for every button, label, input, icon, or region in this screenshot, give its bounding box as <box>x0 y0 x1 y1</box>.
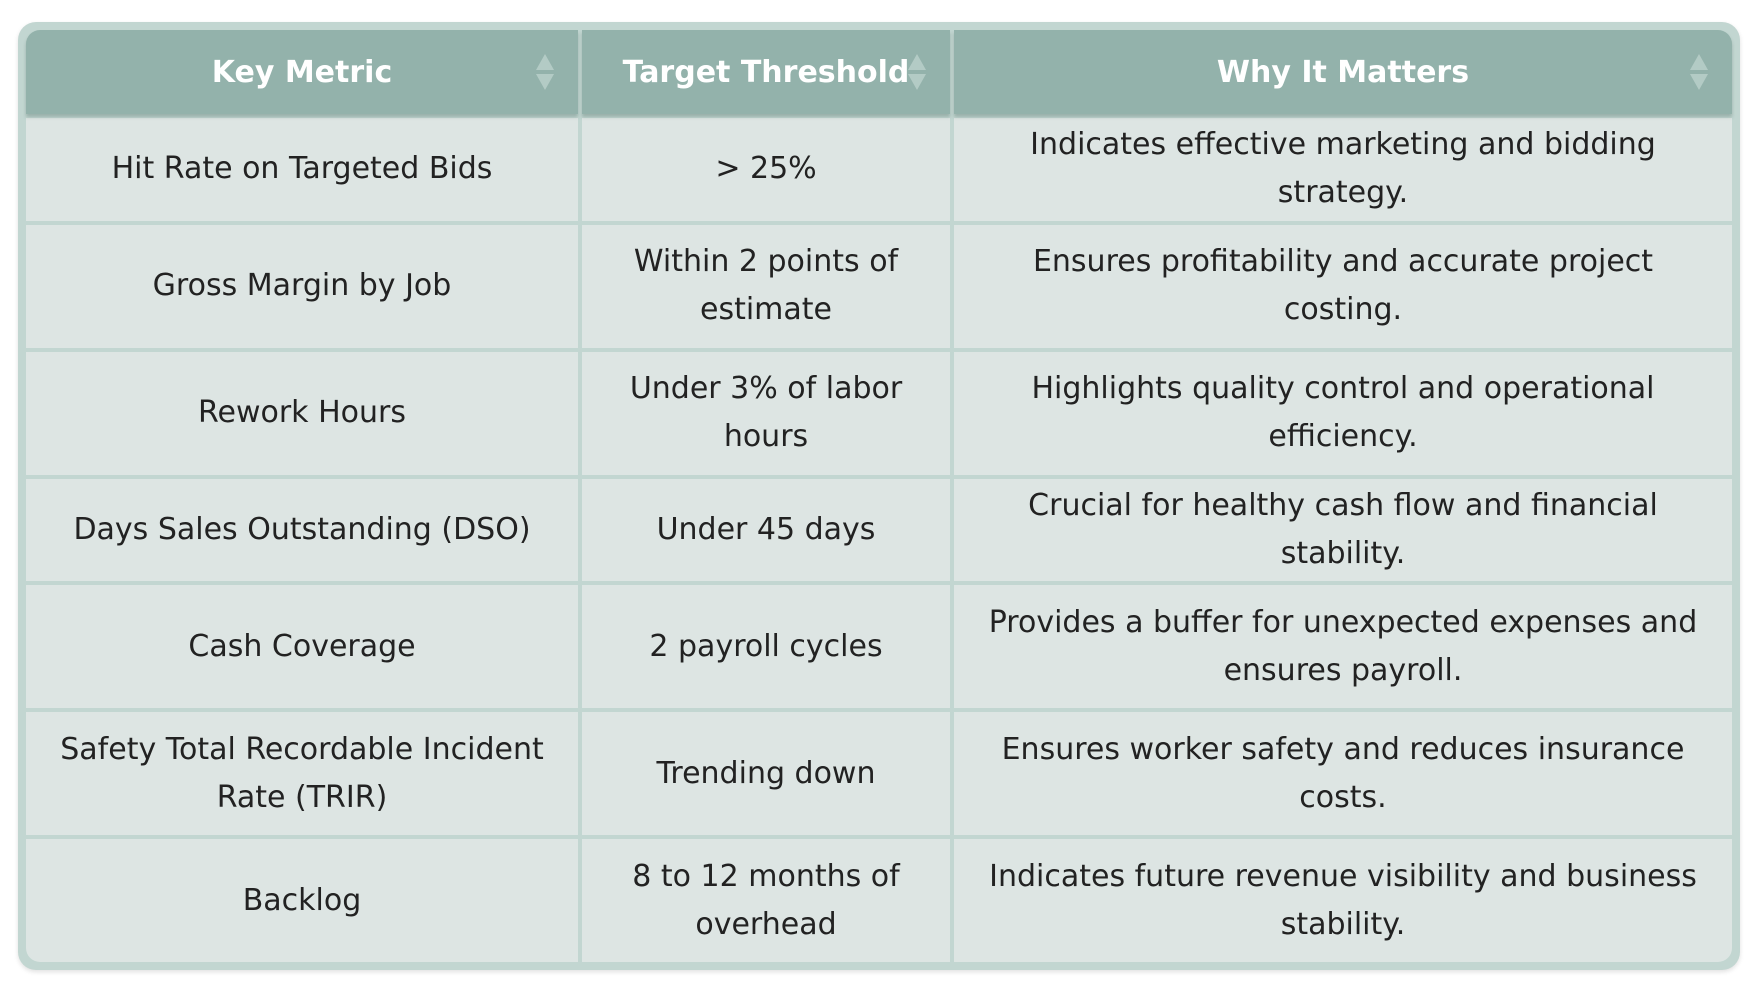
cell-why-it-matters: Indicates future revenue visibility and … <box>954 839 1732 962</box>
cell-target-threshold: Within 2 points of estimate <box>582 224 950 348</box>
sort-arrows-icon[interactable] <box>534 52 556 92</box>
metrics-table-container: Key Metric Target Threshold Why It Matte… <box>18 22 1740 970</box>
cell-why-it-matters: Highlights quality control and operation… <box>954 351 1732 475</box>
sort-arrows-icon[interactable] <box>906 52 928 92</box>
metrics-table: Key Metric Target Threshold Why It Matte… <box>22 26 1736 966</box>
column-header-label: Target Threshold <box>622 54 910 90</box>
table-row: Hit Rate on Targeted Bids > 25% Indicate… <box>26 118 1732 221</box>
cell-why-it-matters: Provides a buffer for unexpected expense… <box>954 585 1732 709</box>
cell-why-it-matters: Ensures worker safety and reduces insura… <box>954 712 1732 835</box>
cell-why-it-matters: Crucial for healthy cash flow and financ… <box>954 478 1732 582</box>
cell-key-metric: Days Sales Outstanding (DSO) <box>26 478 578 582</box>
cell-key-metric: Gross Margin by Job <box>26 224 578 348</box>
cell-key-metric: Backlog <box>26 839 578 962</box>
cell-why-it-matters: Indicates effective marketing and biddin… <box>954 118 1732 221</box>
cell-target-threshold: Trending down <box>582 712 950 835</box>
table-row: Rework Hours Under 3% of labor hours Hig… <box>26 351 1732 475</box>
cell-key-metric: Hit Rate on Targeted Bids <box>26 118 578 221</box>
cell-target-threshold: Under 45 days <box>582 478 950 582</box>
table-row: Safety Total Recordable Incident Rate (T… <box>26 712 1732 835</box>
cell-key-metric: Rework Hours <box>26 351 578 475</box>
column-header-key-metric[interactable]: Key Metric <box>26 30 578 114</box>
table-row: Days Sales Outstanding (DSO) Under 45 da… <box>26 478 1732 582</box>
column-header-label: Key Metric <box>211 54 393 90</box>
cell-target-threshold: 2 payroll cycles <box>582 585 950 709</box>
table-row: Cash Coverage 2 payroll cycles Provides … <box>26 585 1732 709</box>
cell-target-threshold: 8 to 12 months of overhead <box>582 839 950 962</box>
cell-why-it-matters: Ensures profitability and accurate proje… <box>954 224 1732 348</box>
table-row: Gross Margin by Job Within 2 points of e… <box>26 224 1732 348</box>
column-header-target-threshold[interactable]: Target Threshold <box>582 30 950 114</box>
cell-target-threshold: > 25% <box>582 118 950 221</box>
cell-key-metric: Cash Coverage <box>26 585 578 709</box>
table-row: Backlog 8 to 12 months of overhead Indic… <box>26 839 1732 962</box>
cell-key-metric: Safety Total Recordable Incident Rate (T… <box>26 712 578 835</box>
column-header-why-it-matters[interactable]: Why It Matters <box>954 30 1732 114</box>
header-row: Key Metric Target Threshold Why It Matte… <box>26 30 1732 114</box>
cell-target-threshold: Under 3% of labor hours <box>582 351 950 475</box>
sort-arrows-icon[interactable] <box>1688 52 1710 92</box>
column-header-label: Why It Matters <box>1216 54 1470 90</box>
